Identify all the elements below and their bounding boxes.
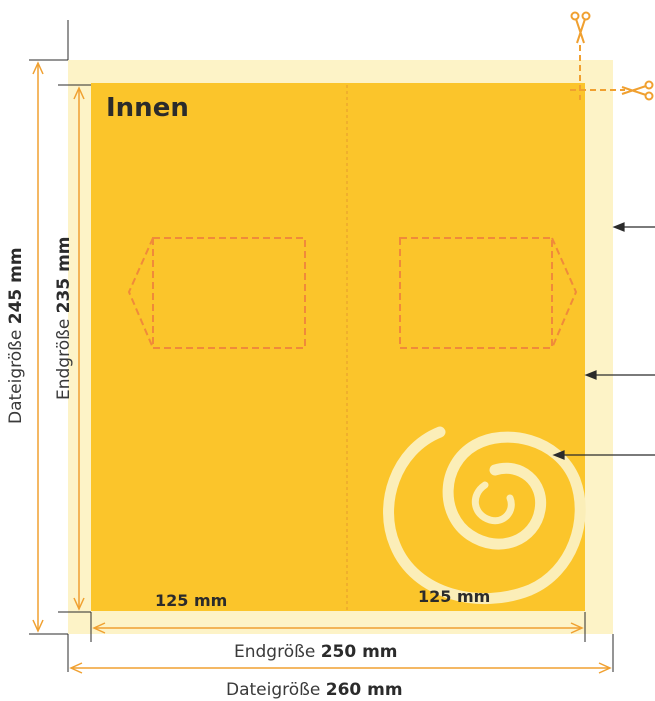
page-title: Innen [106,93,189,123]
final-width-prefix: Endgröße [234,642,316,662]
final-height-prefix: Endgröße [54,318,74,400]
die-cut-right [399,237,578,349]
final-width-value: 250 mm [320,642,398,662]
scissors-icon [621,80,654,101]
left-panel-width-label: 125 mm [155,591,228,610]
file-height-label: Dateigröße 245 mm [6,247,26,424]
file-height-arrow [32,61,44,633]
file-width-label: Dateigröße 260 mm [226,680,403,700]
final-width-arrow [92,622,584,634]
scissors-icon [570,11,591,44]
die-cut-left [127,237,306,349]
final-height-arrow [73,86,85,611]
file-width-prefix: Dateigröße [226,680,321,700]
file-height-prefix: Dateigröße [6,329,26,424]
crop-marks [29,20,614,672]
final-height-label: Endgröße 235 mm [54,236,74,400]
right-panel-width-label: 125 mm [418,587,491,606]
file-width-arrow [69,662,612,674]
callout-arrows [552,222,655,460]
file-height-value: 245 mm [6,247,26,325]
final-height-value: 235 mm [54,236,74,314]
final-width-label: Endgröße 250 mm [234,642,398,662]
file-width-value: 260 mm [325,680,403,700]
